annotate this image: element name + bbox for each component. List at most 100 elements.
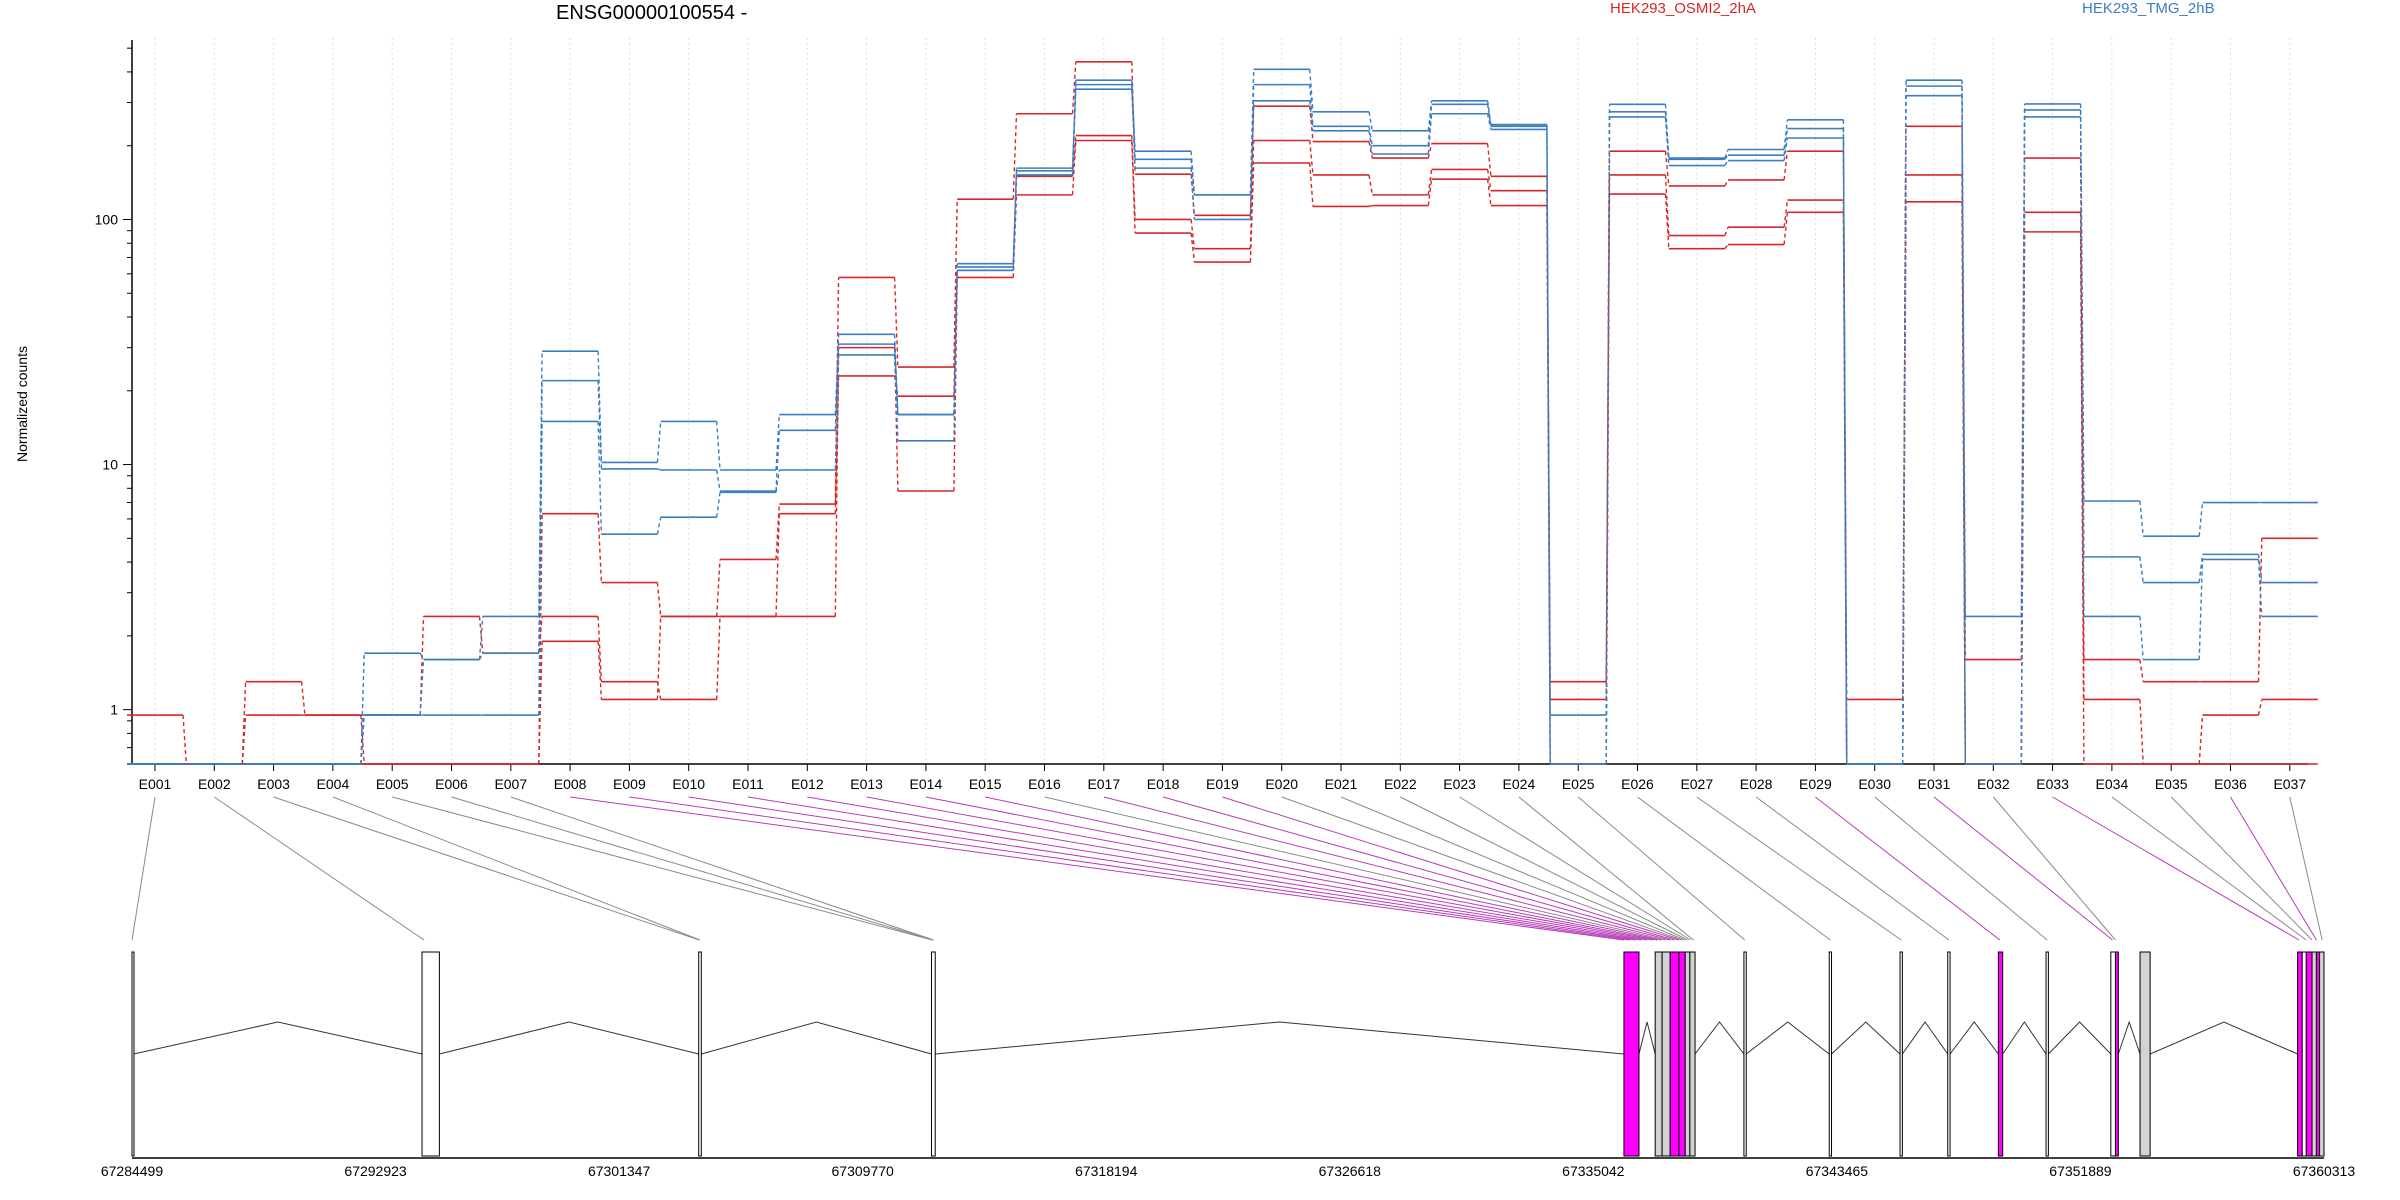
series-connector [1368,204,1373,208]
series-connector [360,715,365,765]
series-connector [1486,169,1492,191]
x-tick-label: E008 [554,776,587,792]
x-tick-label: E007 [494,776,527,792]
series-connector [716,421,721,471]
series-connector [1842,137,1848,765]
series-connector [656,616,662,700]
exon-box [131,951,135,1157]
exon-connector [688,796,1636,941]
intron-line [1638,1021,1656,1055]
series-connector [2198,554,2204,583]
series-connector [1664,116,1670,166]
series-connector [1427,179,1433,206]
exon-box [2139,951,2151,1157]
exon-box [2319,951,2325,1157]
exon-connector [747,796,1642,941]
series-connector [656,421,662,463]
y-tick-label: 1 [110,702,118,718]
series-connector [1724,154,1729,160]
intron-line [1694,1021,1745,1055]
chart-title: ENSG00000100554 - [556,2,748,24]
intron-line [935,1021,1624,1055]
legend-entry-osmi2: HEK293_OSMI2_2hA [1610,0,1756,17]
x-tick-label: E013 [850,776,883,792]
x-tick-label: E031 [1918,776,1951,792]
series-connector [1486,113,1492,130]
series-connector [716,492,721,518]
series-connector [656,582,662,617]
series-connector [1486,104,1492,127]
series-connector [2020,158,2026,660]
exon-connector [925,796,1658,941]
legend-entry-tmg: HEK293_TMG_2hB [2082,0,2215,17]
series-connector [1071,84,1077,171]
x-tick-label: E009 [613,776,646,792]
intron-line [1831,1021,1901,1055]
series-connector [2257,554,2263,583]
series-connector [538,641,543,765]
exon-connector [1518,796,1694,941]
series-connector [1427,169,1433,195]
exon-connector [2289,796,2323,941]
x-tick-label: E035 [2155,776,2188,792]
exon-box-highlighted [1997,951,2004,1157]
series-connector [953,270,958,441]
series-connector [1190,219,1196,249]
x-tick-label: E029 [1799,776,1832,792]
exon-connector [1400,796,1688,941]
series-connector [478,652,484,660]
series-connector [1783,212,1789,245]
series-connector [182,715,187,765]
intron-line [439,1021,699,1055]
series-connector [775,513,780,617]
intron-line [1949,1021,1999,1055]
series-connector [1368,111,1373,131]
exon-connector [451,796,934,941]
exon-connector [2111,796,2307,941]
x-tick-label: E025 [1562,776,1595,792]
exon-connector [214,796,425,941]
exon-connector [2230,796,2317,941]
exon-connector [1874,796,2048,941]
genome-coordinate-label: 67360313 [2293,1163,2356,1179]
y-tick-label: 10 [102,457,118,473]
series-connector [775,469,780,493]
series-connector [2198,715,2204,765]
exon-box [1743,951,1747,1157]
series-connector [1012,113,1018,200]
series-connector [1309,69,1314,112]
series-connector [1071,61,1077,114]
series-connector [716,469,721,492]
genome-coordinate-label: 67326618 [1319,1163,1382,1179]
x-tick-label: E005 [376,776,409,792]
series-connector [1783,199,1789,228]
series-connector [893,277,899,368]
exon-box [2311,951,2317,1157]
series-connector [1486,179,1492,206]
series-connector [716,616,721,700]
series-connector [1249,84,1255,195]
exon-connector [1281,796,1682,941]
exon-box [1828,951,1833,1157]
series-connector [1664,193,1670,249]
series-connector [1546,129,1551,765]
exon-connector [1103,796,1671,941]
series-connector [1724,179,1729,187]
series-connector [597,616,603,682]
intron-line [133,1021,423,1055]
x-tick-label: E028 [1740,776,1773,792]
exon-connector [1044,796,1666,941]
series-connector [2139,556,2144,583]
exon-connector [570,796,1624,941]
series-connector [1724,244,1729,250]
intron-line [1901,1021,1949,1055]
series-connector [2079,231,2085,765]
intron-line [2002,1021,2047,1055]
x-tick-label: E011 [732,776,764,792]
exon-connector [392,796,933,941]
exon-box-highlighted [2114,951,2119,1157]
x-tick-label: E020 [1265,776,1298,792]
exon-connector [629,796,1630,941]
exon-connector [1162,796,1675,941]
